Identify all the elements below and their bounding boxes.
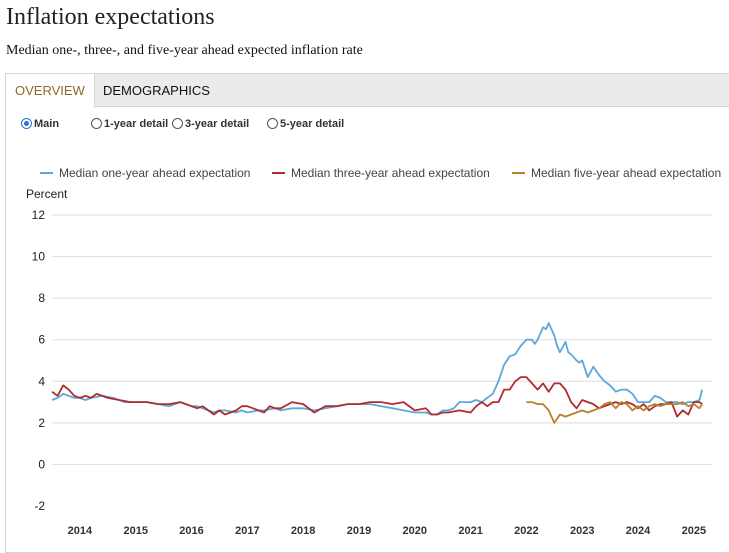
x-tick-label: 2024 xyxy=(626,525,651,537)
radio-unchecked-icon xyxy=(267,118,278,129)
x-tick-label: 2017 xyxy=(235,525,259,537)
radio-main-label: Main xyxy=(34,118,60,130)
y-tick-label: -2 xyxy=(34,499,45,513)
tab-bar: OVERVIEW DEMOGRAPHICS xyxy=(6,74,729,108)
page-title: Inflation expectations xyxy=(6,4,215,30)
x-tick-label: 2019 xyxy=(347,525,371,537)
legend-label: Median five-year ahead expectation xyxy=(531,166,721,180)
radio-unchecked-icon xyxy=(91,118,102,129)
x-tick-label: 2022 xyxy=(514,525,538,537)
y-tick-label: 10 xyxy=(32,250,46,264)
x-tick-label: 2018 xyxy=(291,525,315,537)
radio-1-year-label: 1-year detail xyxy=(104,118,169,130)
x-tick-label: 2015 xyxy=(123,525,147,537)
chart-grid xyxy=(52,214,712,465)
page-subtitle: Median one-, three-, and five-year ahead… xyxy=(6,43,363,58)
legend-label: Median one-year ahead expectation xyxy=(59,166,250,180)
radio-3-year-label: 3-year detail xyxy=(185,118,250,130)
x-tick-label: 2020 xyxy=(403,525,427,537)
inflation-chart: Median one-year ahead expectation Median … xyxy=(26,166,721,537)
y-tick-label: 2 xyxy=(38,416,45,430)
radio-1-year-detail[interactable]: 1-year detail xyxy=(91,118,168,130)
y-tick-label: 0 xyxy=(38,457,45,471)
x-axis-ticks: 2014 2015 2016 2017 2018 2019 2020 2021 2022 2023… xyxy=(68,525,706,537)
y-axis-label: Percent xyxy=(26,187,68,201)
radio-3-year-detail[interactable]: 3-year detail xyxy=(172,118,249,130)
x-tick-label: 2021 xyxy=(458,525,482,537)
y-axis-ticks: 12 10 8 6 4 2 0 -2 xyxy=(32,208,46,513)
y-tick-label: 4 xyxy=(38,374,45,388)
x-tick-label: 2025 xyxy=(682,525,706,537)
legend-label: Median three-year ahead expectation xyxy=(291,166,490,180)
chart-legend: Median one-year ahead expectation Median … xyxy=(40,166,721,180)
x-tick-label: 2023 xyxy=(570,525,594,537)
radio-checked-icon xyxy=(21,118,32,129)
x-tick-label: 2014 xyxy=(68,525,93,537)
five-year-series-line xyxy=(526,401,703,424)
radio-main[interactable]: Main xyxy=(21,118,59,130)
x-tick-label: 2016 xyxy=(179,525,203,537)
radio-5-year-detail[interactable]: 5-year detail xyxy=(267,118,344,130)
radio-unchecked-icon xyxy=(172,118,183,129)
three-year-series-line xyxy=(51,376,703,418)
one-year-series-line xyxy=(51,322,704,416)
radio-5-year-label: 5-year detail xyxy=(280,118,345,130)
y-tick-label: 12 xyxy=(32,208,46,222)
chart-series xyxy=(51,322,704,424)
tab-overview[interactable]: OVERVIEW xyxy=(6,74,95,108)
tab-demographics[interactable]: DEMOGRAPHICS xyxy=(103,83,210,98)
y-tick-label: 8 xyxy=(38,291,45,305)
y-tick-label: 6 xyxy=(38,333,45,347)
